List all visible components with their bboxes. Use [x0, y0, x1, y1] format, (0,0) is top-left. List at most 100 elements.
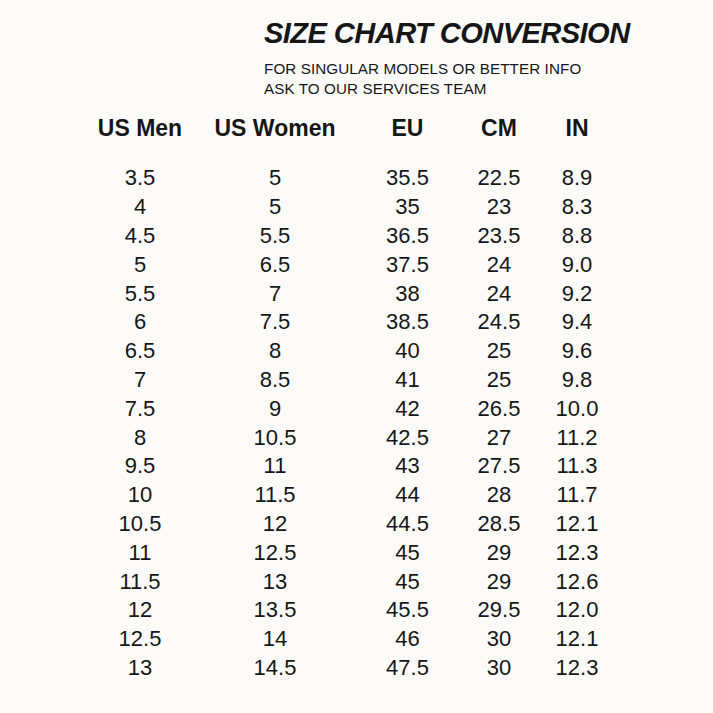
- table-cell: 9.5: [80, 452, 200, 481]
- column-header-eu: EU: [350, 108, 465, 164]
- table-row: 5.5738249.2: [80, 279, 621, 308]
- size-conversion-table: US MenUS WomenEUCMIN 3.5535.522.58.94535…: [80, 108, 621, 682]
- table-cell: 8.8: [533, 222, 621, 251]
- table-cell: 25: [465, 366, 533, 395]
- table-cell: 30: [465, 625, 533, 654]
- table-row: 78.541259.8: [80, 366, 621, 395]
- table-cell: 24: [465, 250, 533, 279]
- table-row: 1314.547.53012.3: [80, 654, 621, 683]
- table-cell: 9.0: [533, 250, 621, 279]
- table-cell: 8.3: [533, 193, 621, 222]
- table-cell: 14.5: [200, 654, 350, 683]
- table-cell: 8.5: [200, 366, 350, 395]
- table-cell: 5: [80, 250, 200, 279]
- table-row: 10.51244.528.512.1: [80, 510, 621, 539]
- table-cell: 44: [350, 481, 465, 510]
- table-cell: 45: [350, 538, 465, 567]
- table-cell: 13: [80, 654, 200, 683]
- column-header-in: IN: [533, 108, 621, 164]
- table-cell: 10: [80, 481, 200, 510]
- table-cell: 45: [350, 567, 465, 596]
- table-cell: 23.5: [465, 222, 533, 251]
- table-cell: 12.3: [533, 538, 621, 567]
- table-cell: 38.5: [350, 308, 465, 337]
- table-cell: 12.6: [533, 567, 621, 596]
- table-row: 4.55.536.523.58.8: [80, 222, 621, 251]
- table-cell: 12: [200, 510, 350, 539]
- table-cell: 4.5: [80, 222, 200, 251]
- table-cell: 27: [465, 423, 533, 452]
- table-row: 810.542.52711.2: [80, 423, 621, 452]
- table-row: 56.537.5249.0: [80, 250, 621, 279]
- table-row: 6.5840259.6: [80, 337, 621, 366]
- table-cell: 5: [200, 193, 350, 222]
- table-cell: 12.0: [533, 596, 621, 625]
- table-row: 1213.545.529.512.0: [80, 596, 621, 625]
- table-cell: 12.5: [80, 625, 200, 654]
- table-cell: 46: [350, 625, 465, 654]
- size-chart-page: SIZE CHART CONVERSION FOR SINGULAR MODEL…: [0, 0, 713, 713]
- column-header-cm: CM: [465, 108, 533, 164]
- table-cell: 26.5: [465, 394, 533, 423]
- table-row: 1011.5442811.7: [80, 481, 621, 510]
- column-header-us-men: US Men: [80, 108, 200, 164]
- table-cell: 11.5: [200, 481, 350, 510]
- table-cell: 12.1: [533, 625, 621, 654]
- table-header: US MenUS WomenEUCMIN: [80, 108, 621, 164]
- table-cell: 25: [465, 337, 533, 366]
- page-title: SIZE CHART CONVERSION: [264, 16, 671, 50]
- table-cell: 29: [465, 538, 533, 567]
- table-row: 11.513452912.6: [80, 567, 621, 596]
- table-cell: 40: [350, 337, 465, 366]
- table-cell: 45.5: [350, 596, 465, 625]
- chart-header: SIZE CHART CONVERSION FOR SINGULAR MODEL…: [264, 16, 684, 99]
- table-cell: 24.5: [465, 308, 533, 337]
- table-cell: 9.6: [533, 337, 621, 366]
- table-cell: 6: [80, 308, 200, 337]
- table-cell: 43: [350, 452, 465, 481]
- table-cell: 23: [465, 193, 533, 222]
- table-cell: 11.3: [533, 452, 621, 481]
- table-body: 3.5535.522.58.94535238.34.55.536.523.58.…: [80, 164, 621, 682]
- table-cell: 13: [200, 567, 350, 596]
- table-cell: 44.5: [350, 510, 465, 539]
- table-cell: 30: [465, 654, 533, 683]
- subtitle-line-1: FOR SINGULAR MODELS OR BETTER INFO: [264, 59, 676, 79]
- subtitle-line-2: ASK TO OUR SERVICES TEAM: [264, 79, 676, 99]
- table-cell: 35.5: [350, 164, 465, 193]
- table-row: 4535238.3: [80, 193, 621, 222]
- table-cell: 5: [200, 164, 350, 193]
- table-cell: 41: [350, 366, 465, 395]
- table-row: 12.514463012.1: [80, 625, 621, 654]
- table-cell: 6.5: [80, 337, 200, 366]
- table-header-row: US MenUS WomenEUCMIN: [80, 108, 621, 164]
- table-cell: 28.5: [465, 510, 533, 539]
- table-cell: 8: [80, 423, 200, 452]
- table-cell: 22.5: [465, 164, 533, 193]
- table-cell: 47.5: [350, 654, 465, 683]
- table-cell: 9.8: [533, 366, 621, 395]
- table-cell: 42: [350, 394, 465, 423]
- table-cell: 10.5: [80, 510, 200, 539]
- table-cell: 5.5: [80, 279, 200, 308]
- table-cell: 9.2: [533, 279, 621, 308]
- table-cell: 3.5: [80, 164, 200, 193]
- subtitle: FOR SINGULAR MODELS OR BETTER INFO ASK T…: [264, 59, 676, 99]
- table-cell: 10.5: [200, 423, 350, 452]
- table-cell: 28: [465, 481, 533, 510]
- table-cell: 7: [200, 279, 350, 308]
- table-cell: 9.4: [533, 308, 621, 337]
- table-row: 67.538.524.59.4: [80, 308, 621, 337]
- table-cell: 11.7: [533, 481, 621, 510]
- table-cell: 12.1: [533, 510, 621, 539]
- table-cell: 5.5: [200, 222, 350, 251]
- table-cell: 12.5: [200, 538, 350, 567]
- table-cell: 13.5: [200, 596, 350, 625]
- table-cell: 27.5: [465, 452, 533, 481]
- table-cell: 11: [80, 538, 200, 567]
- table-cell: 8.9: [533, 164, 621, 193]
- table-cell: 37.5: [350, 250, 465, 279]
- table-cell: 38: [350, 279, 465, 308]
- table-cell: 14: [200, 625, 350, 654]
- table-cell: 12: [80, 596, 200, 625]
